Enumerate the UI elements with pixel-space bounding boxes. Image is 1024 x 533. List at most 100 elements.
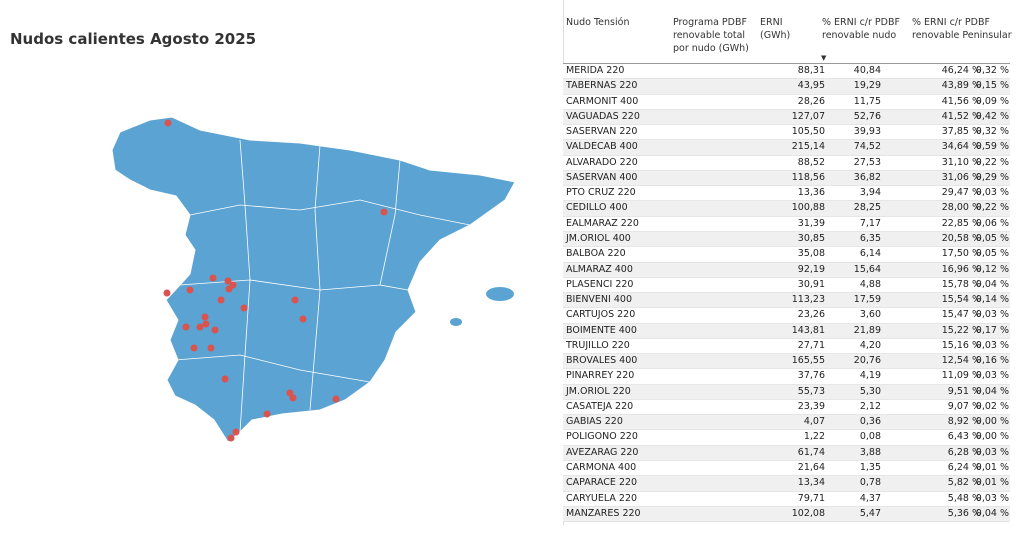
cell-value: 0,32 % (975, 65, 1009, 76)
cell-value: 19,29 (853, 80, 881, 92)
table-row: GABIAS 220 4,07 0,36 8,92 % 0,00 % (563, 415, 1010, 431)
island (450, 318, 462, 326)
cell-value: 0,03 % (975, 339, 1009, 351)
cell-value: 5,82 % (947, 477, 981, 489)
node-name: SASERVAN 220 (566, 126, 638, 138)
cell-value: 0,17 % (975, 324, 1009, 336)
cell-value: 21,89 (853, 324, 881, 336)
cell-value: 15,64 (853, 263, 881, 275)
cell-value: 41,56 % (941, 95, 981, 107)
cell-value: 21,64 (797, 462, 825, 474)
cell-value: 113,23 (791, 294, 825, 306)
cell-value: 4,88 (859, 278, 881, 290)
cell-value: 102,08 (791, 507, 825, 519)
cell-value: 4,20 (859, 339, 881, 351)
cell-value: 88,31 (797, 65, 825, 76)
cell-value: 12,54 % (941, 355, 981, 367)
column-header: Nudo Tensión (566, 17, 630, 28)
cell-value: 0,00 % (975, 416, 1009, 428)
cell-value: 31,39 (797, 217, 825, 229)
node-name: CARTUJOS 220 (566, 309, 636, 321)
cell-value: 0,15 % (975, 80, 1009, 92)
cell-value: 0,09 % (975, 95, 1009, 107)
cell-value: 143,81 (791, 324, 825, 336)
cell-value: 30,85 (797, 232, 825, 244)
cell-value: 0,36 (859, 416, 881, 428)
node-name: MANZARES 220 (566, 507, 641, 519)
cell-value: 37,85 % (941, 126, 981, 138)
cell-value: 27,53 (853, 156, 881, 168)
node-name: BOIMENTE 400 (566, 324, 637, 336)
node-name: MERIDA 220 (566, 65, 625, 76)
cell-value: 0,12 % (975, 263, 1009, 275)
node-name: BALBOA 220 (566, 248, 626, 260)
cell-value: 0,08 (859, 431, 881, 443)
cell-value: 5,48 % (947, 492, 981, 504)
cell-value: 23,39 (797, 400, 825, 412)
node-name: BROVALES 400 (566, 355, 638, 367)
cell-value: 0,03 % (975, 309, 1009, 321)
cell-value: 39,93 (853, 126, 881, 138)
table-row: JM.ORIOL 400 30,85 6,35 20,58 % 0,05 % (563, 231, 1010, 248)
cell-value: 55,73 (797, 385, 825, 397)
table-row: CARYUELA 220 79,71 4,37 5,48 % 0,03 % (563, 491, 1010, 507)
cell-value: 5,36 % (947, 507, 981, 519)
table-row: JM.ORIOL 220 55,73 5,30 9,51 % 0,04 % (563, 384, 1010, 400)
node-name: JM.ORIOL 400 (566, 232, 631, 244)
table-row: BOIMENTE 400 143,81 21,89 15,22 % 0,17 % (563, 323, 1010, 339)
cell-value: 3,94 (859, 187, 881, 199)
cell-value: 16,96 % (941, 263, 981, 275)
cell-value: 0,42 % (975, 110, 1009, 122)
table-row: CAPARACE 220 13,34 0,78 5,82 % 0,01 % (563, 476, 1010, 492)
node-name: JM.ORIOL 220 (566, 385, 631, 397)
cell-value: 15,16 % (941, 339, 981, 351)
province-lines (174, 139, 471, 433)
cell-value: 0,22 % (975, 202, 1009, 214)
cell-value: 43,89 % (941, 80, 981, 92)
node-name: GABIAS 220 (566, 416, 623, 428)
table-row: PLASENCI 220 30,91 4,88 15,78 % 0,04 % (563, 277, 1010, 294)
table-row: BALBOA 220 35,08 6,14 17,50 % 0,05 % (563, 247, 1010, 263)
cell-value: 8,92 % (947, 416, 981, 428)
node-name: POLIGONO 220 (566, 431, 638, 443)
cell-value: 30,91 (797, 278, 825, 290)
cell-value: 29,47 % (941, 187, 981, 199)
cell-value: 31,06 % (941, 171, 981, 183)
table-row: CARMONIT 400 28,26 11,75 41,56 % 0,09 % (563, 94, 1010, 110)
node-name: CAPARACE 220 (566, 477, 638, 489)
cell-value: 7,17 (859, 217, 881, 229)
cell-value: 1,22 (803, 431, 825, 443)
node-points (163, 119, 388, 442)
node-name: VALDECAB 400 (566, 141, 638, 153)
cell-value: 35,08 (797, 248, 825, 260)
cell-value: 0,03 % (975, 370, 1009, 382)
table-row: EALMARAZ 220 31,39 7,17 22,85 % 0,06 % (563, 216, 1010, 232)
cell-value: 36,82 (853, 171, 881, 183)
cell-value: 15,47 % (941, 309, 981, 321)
cell-value: 17,50 % (941, 248, 981, 260)
node-name: CARYUELA 220 (566, 492, 638, 504)
cell-value: 15,54 % (941, 294, 981, 306)
node-name: PTO CRUZ 220 (566, 187, 636, 199)
cell-value: 165,55 (791, 355, 825, 367)
cell-value: 13,36 (797, 187, 825, 199)
table-row: TABERNAS 220 43,95 19,29 43,89 % 0,15 % (563, 79, 1010, 95)
table-row: ALVARADO 220 88,52 27,53 31,10 % 0,22 % (563, 155, 1010, 171)
spain-outline (111, 116, 516, 443)
node-name: TRUJILLO 220 (566, 339, 630, 351)
cell-value: 88,52 (797, 156, 825, 168)
cell-value: 37,76 (797, 370, 825, 382)
cell-value: 9,51 % (947, 385, 981, 397)
node-name: CARMONA 400 (566, 462, 637, 474)
cell-value: 0,14 % (975, 294, 1009, 306)
node-name: PINARREY 220 (566, 370, 635, 382)
table-row: CASATEJA 220 23,39 2,12 9,07 % 0,02 % (563, 399, 1010, 416)
table-row: CARMONA 400 21,64 1,35 6,24 % 0,01 % (563, 461, 1010, 477)
cell-value: 17,59 (853, 294, 881, 306)
cell-value: 0,78 (859, 477, 881, 489)
cell-value: 41,52 % (941, 110, 981, 122)
cell-value: 3,60 (859, 309, 881, 321)
column-header: ERNI (GWh) (760, 17, 791, 41)
cell-value: 74,52 (853, 141, 881, 153)
cell-value: 0,29 % (975, 171, 1009, 183)
